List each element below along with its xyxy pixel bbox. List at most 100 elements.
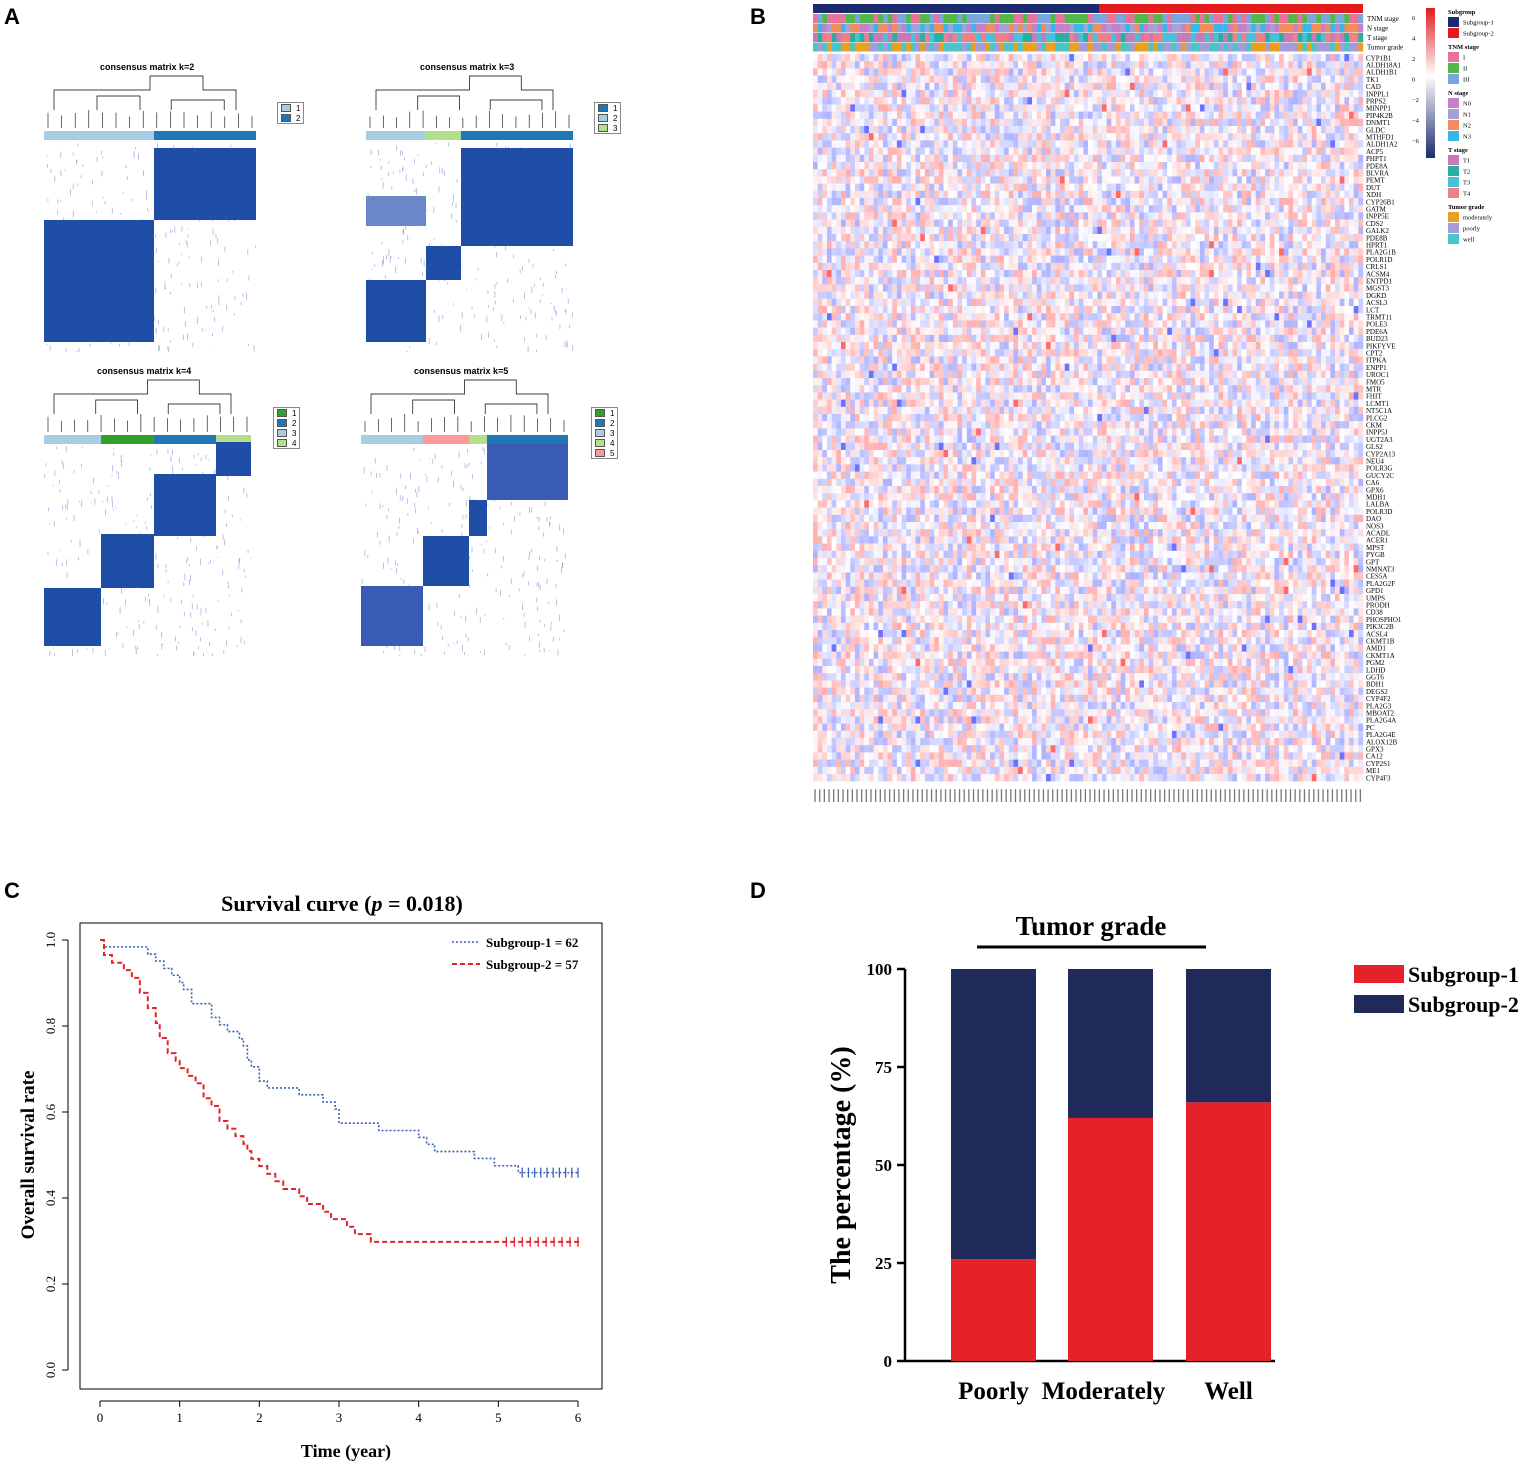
gene-label: PLCG2 <box>1366 414 1388 422</box>
annotation-cell <box>1162 14 1168 23</box>
legend-label: 2 <box>613 113 618 123</box>
matrix-noise <box>199 614 201 616</box>
matrix-noise <box>66 503 68 511</box>
matrix-noise <box>222 326 224 332</box>
legend-swatch <box>598 114 608 122</box>
sample-label <box>1341 789 1343 802</box>
matrix-noise <box>157 654 158 656</box>
annotation-cell <box>971 14 977 23</box>
annotation-cell <box>1297 33 1303 42</box>
annotation-cell <box>1050 42 1056 52</box>
matrix-noise <box>451 470 452 476</box>
annotation-cell <box>813 42 818 52</box>
matrix-noise <box>157 563 159 569</box>
annotation-cell <box>1106 33 1112 42</box>
annotation-cell <box>1311 14 1317 23</box>
annotation-cell <box>878 23 884 33</box>
matrix-noise <box>549 650 550 652</box>
matrix-noise <box>404 257 406 265</box>
matrix-noise <box>156 247 157 254</box>
matrix-noise <box>367 555 369 559</box>
sample-label <box>1047 789 1049 802</box>
legend-label: well <box>1463 237 1474 244</box>
matrix-noise <box>170 598 172 602</box>
matrix-noise <box>429 458 430 460</box>
consensus-block <box>426 246 461 280</box>
matrix-noise <box>238 564 240 570</box>
matrix-noise <box>428 338 430 345</box>
gene-label: NT5C1A <box>1366 407 1392 415</box>
sample-label <box>865 789 867 802</box>
annotation-cell <box>1181 14 1187 23</box>
sample-label <box>1154 789 1156 802</box>
matrix-noise <box>192 594 194 598</box>
matrix-noise <box>49 345 51 351</box>
plot-frame <box>79 922 603 1390</box>
annotation-cell <box>887 23 893 33</box>
annotation-cell <box>1213 14 1219 23</box>
sample-label <box>977 789 979 802</box>
gene-label: PGM2 <box>1366 659 1385 667</box>
matrix-noise <box>559 638 560 641</box>
matrix-noise <box>178 641 180 644</box>
annotation-cell <box>1018 42 1023 52</box>
matrix-noise <box>212 228 214 236</box>
annotation-cell <box>817 14 823 23</box>
annotation-cell <box>1097 14 1103 23</box>
matrix-noise <box>133 519 135 522</box>
y-tick-label: 75 <box>875 1058 892 1077</box>
sample-label <box>1275 789 1278 802</box>
matrix-noise <box>228 594 230 597</box>
matrix-noise <box>374 264 376 267</box>
dendrogram <box>47 75 253 128</box>
matrix-noise <box>487 503 489 506</box>
sample-label <box>1010 789 1012 802</box>
matrix-noise <box>534 312 536 319</box>
sample-label <box>1336 789 1338 802</box>
panel-label-c: C <box>4 878 20 903</box>
sample-label <box>1299 789 1301 802</box>
annotation-cell <box>971 23 977 33</box>
sample-label <box>1094 789 1096 802</box>
annotation-cell <box>873 23 879 33</box>
matrix-noise <box>565 310 567 315</box>
matrix-noise <box>54 470 56 476</box>
annotation-cell <box>1199 23 1205 33</box>
legend-label: moderately <box>1463 215 1493 222</box>
annotation-cell <box>980 14 986 23</box>
annotation-cell <box>1316 23 1322 33</box>
matrix-noise <box>434 309 435 314</box>
annotation-cell <box>1269 14 1275 23</box>
matrix-noise <box>143 170 144 177</box>
sample-label <box>1131 789 1133 802</box>
sample-label <box>916 789 919 802</box>
sample-label <box>1168 789 1170 802</box>
annotation-cell <box>1185 23 1191 33</box>
dendrogram-branch <box>95 399 221 414</box>
matrix-noise <box>161 643 163 650</box>
annotation-cell <box>854 42 860 52</box>
legend-swatch <box>281 104 291 112</box>
y-tick-label: 0.6 <box>43 1103 58 1120</box>
matrix-noise <box>187 234 189 238</box>
annotation-cell <box>817 33 823 42</box>
matrix-noise <box>243 640 245 645</box>
annotation-cell <box>1101 42 1107 52</box>
annotation-cell <box>1185 14 1191 23</box>
matrix-noise <box>187 333 188 340</box>
matrix-noise <box>441 167 443 174</box>
matrix-noise <box>392 171 394 175</box>
sample-label <box>1205 789 1208 802</box>
annotation-cell <box>1060 14 1065 23</box>
annotation-cell <box>878 42 884 52</box>
matrix-noise <box>146 196 148 201</box>
sample-label <box>814 789 816 802</box>
matrix-noise <box>523 612 525 618</box>
matrix-noise <box>488 527 490 529</box>
matrix-noise <box>232 270 234 273</box>
annotation-cell <box>1185 33 1191 42</box>
annotation-cell <box>1125 23 1131 33</box>
